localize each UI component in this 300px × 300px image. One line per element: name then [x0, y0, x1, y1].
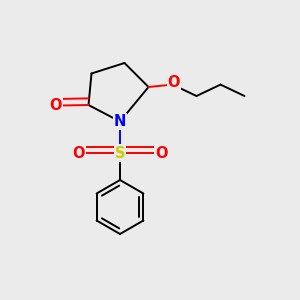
Text: S: S — [115, 146, 125, 160]
Text: O: O — [168, 75, 180, 90]
Text: O: O — [73, 146, 85, 160]
Text: N: N — [114, 114, 126, 129]
Text: O: O — [155, 146, 167, 160]
Text: O: O — [49, 98, 62, 113]
